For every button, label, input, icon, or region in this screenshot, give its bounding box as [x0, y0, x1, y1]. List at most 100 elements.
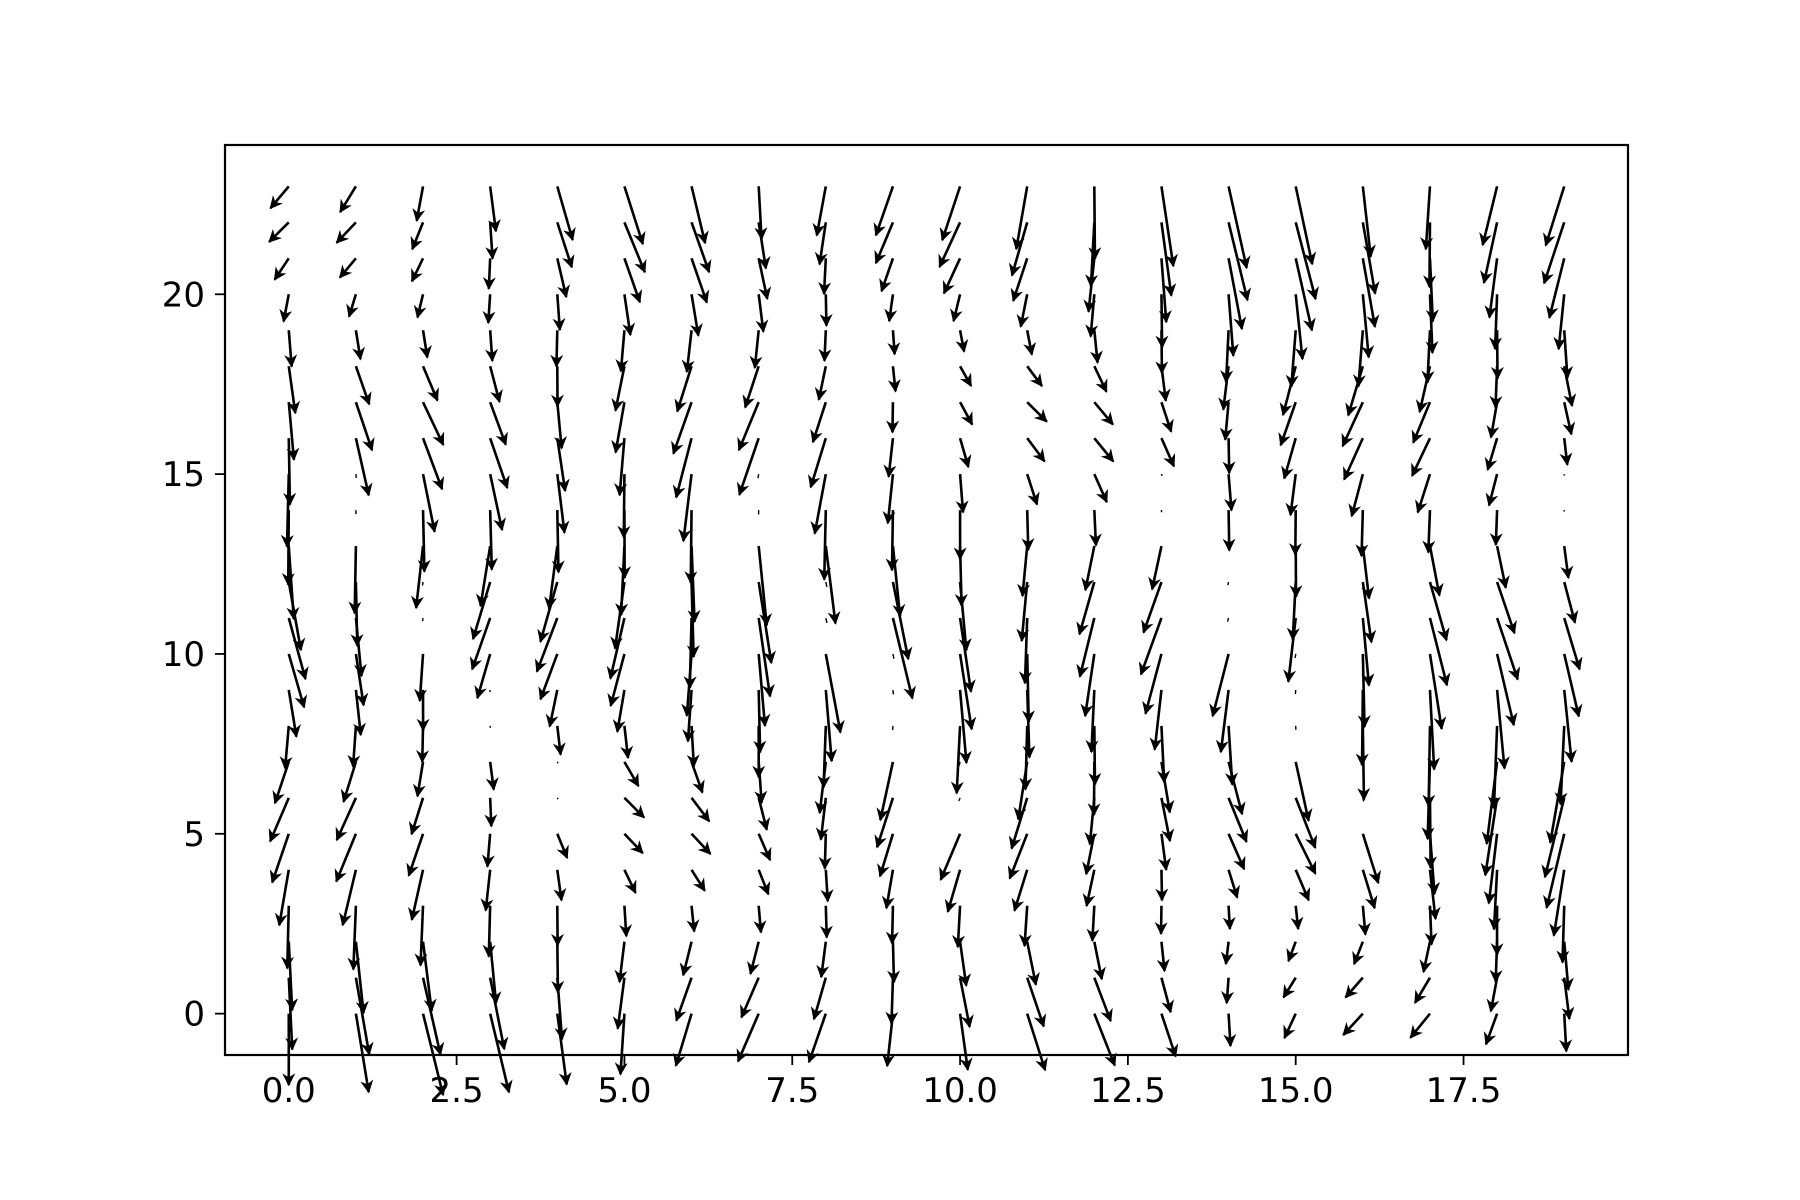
- quiver-arrow: [1562, 653, 1583, 718]
- quiver-arrow: [469, 617, 492, 671]
- quiver-arrow: [1489, 510, 1503, 547]
- plot-frame: [223, 143, 1630, 1057]
- quiver-arrow: [623, 257, 643, 304]
- quiver-arrow: [416, 725, 430, 764]
- quiver-arrow: [556, 833, 569, 860]
- quiver-arrow: [1294, 869, 1311, 902]
- quiver-arrow: [348, 546, 362, 615]
- quiver-arrow: [1425, 294, 1439, 355]
- quiver-arrow: [552, 725, 566, 756]
- x-tick-label: 7.5: [765, 1071, 819, 1111]
- quiver-arrow: [553, 869, 567, 902]
- quiver-arrow: [950, 725, 964, 795]
- quiver-arrow: [1160, 186, 1179, 268]
- quiver-arrow: [481, 833, 495, 868]
- quiver-arrow: [352, 330, 366, 361]
- quiver-arrow: [753, 905, 767, 934]
- quiver-arrow: [1294, 258, 1316, 332]
- quiver-arrow: [883, 437, 897, 479]
- quiver-arrow: [285, 941, 299, 1012]
- quiver-arrow: [346, 293, 359, 318]
- quiver-arrow: [412, 761, 426, 798]
- y-tick-label: 15: [162, 455, 205, 495]
- quiver-arrow: [1294, 797, 1318, 850]
- quiver-arrow: [287, 689, 301, 738]
- quiver-arrow: [354, 437, 373, 497]
- quiver-arrow: [414, 905, 428, 967]
- quiver-arrow: [824, 689, 838, 763]
- quiver-arrow: [1093, 365, 1108, 393]
- quiver-arrow: [951, 905, 965, 949]
- quiver-arrow: [1559, 1013, 1573, 1053]
- quiver-arrow: [1149, 689, 1163, 751]
- quiver-arrow: [485, 222, 499, 260]
- quiver-arrow: [410, 257, 425, 283]
- quiver-arrow: [1421, 330, 1435, 384]
- quiver-arrow: [623, 869, 637, 895]
- quiver-arrow: [1495, 653, 1518, 727]
- quiver-arrow: [818, 330, 832, 363]
- quiver-arrow: [1341, 401, 1365, 448]
- quiver-arrow: [824, 653, 845, 734]
- x-tick-label: 0.0: [262, 1071, 316, 1111]
- quiver-arrow: [1222, 438, 1236, 475]
- quiver-arrow: [1285, 473, 1299, 517]
- quiver-arrow: [736, 437, 760, 497]
- quiver-arrow: [824, 545, 841, 625]
- quiver-arrow: [482, 294, 496, 325]
- quiver-arrow: [944, 869, 962, 914]
- quiver-arrow: [690, 257, 710, 304]
- quiver-arrow: [757, 653, 771, 728]
- quiver-arrow: [354, 1013, 374, 1094]
- arrows-layer: [268, 185, 1583, 1097]
- quiver-arrow: [419, 330, 432, 359]
- quiver-arrow: [1486, 977, 1500, 1013]
- quiver-arrow: [1545, 257, 1566, 320]
- quiver-arrow: [612, 689, 626, 733]
- quiver-arrow: [876, 761, 895, 822]
- quiver-arrow: [938, 221, 962, 269]
- quiver-arrow: [757, 797, 771, 832]
- quiver-arrow: [283, 438, 297, 506]
- quiver-arrow: [614, 1013, 628, 1076]
- quiver-arrow: [681, 330, 695, 374]
- quiver-arrow: [814, 365, 828, 401]
- quiver-arrow: [268, 221, 290, 243]
- quiver-arrow: [1025, 1013, 1048, 1072]
- quiver-arrow: [1355, 510, 1369, 558]
- quiver-arrow: [623, 796, 646, 819]
- quiver-arrow: [1219, 402, 1233, 441]
- quiver-arrow: [614, 941, 628, 984]
- quiver-arrow: [1495, 689, 1510, 770]
- quiver-arrow: [538, 653, 559, 701]
- quiver-arrow: [1361, 833, 1381, 885]
- quiver-arrow: [470, 581, 492, 641]
- quiver-arrow: [1156, 941, 1170, 973]
- quiver-arrow: [820, 869, 834, 903]
- quiver-arrow: [537, 581, 559, 643]
- quiver-arrow: [1227, 833, 1246, 871]
- quiver-arrow: [488, 977, 509, 1051]
- quiver-arrow: [757, 545, 773, 627]
- quiver-arrow: [1290, 905, 1304, 931]
- quiver-arrow: [882, 473, 896, 525]
- quiver-arrow: [622, 294, 636, 337]
- quiver-arrow: [1495, 545, 1510, 590]
- quiver-arrow: [684, 510, 698, 585]
- quiver-arrow: [1361, 294, 1375, 359]
- quiver-arrow: [612, 977, 626, 1030]
- quiver-arrow: [421, 941, 437, 1013]
- quiver-arrow: [620, 725, 634, 760]
- quiver-arrow: [1285, 330, 1299, 389]
- quiver-arrow: [1489, 294, 1503, 351]
- quiver-arrow: [958, 401, 974, 426]
- quiver-arrow: [1018, 905, 1032, 948]
- quiver-arrow: [285, 977, 299, 1051]
- quiver-arrow: [1361, 186, 1376, 258]
- quiver-arrow: [1562, 581, 1579, 624]
- quiver-arrow: [1227, 186, 1251, 270]
- quiver-arrow: [488, 437, 510, 490]
- quiver-arrow: [417, 510, 431, 573]
- quiver-arrow: [1344, 976, 1364, 999]
- quiver-arrow: [1294, 294, 1308, 361]
